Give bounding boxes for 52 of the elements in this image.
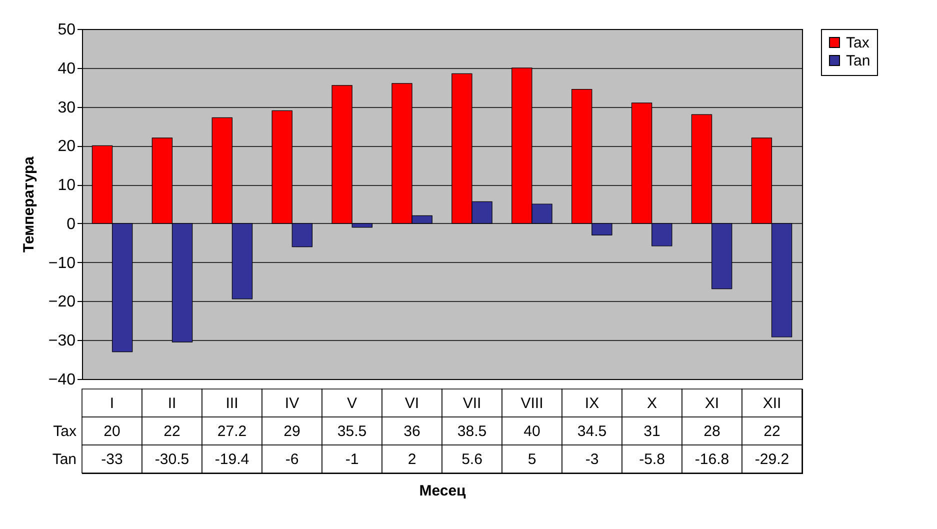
data-label: -3 [585, 451, 599, 468]
data-label: 2 [408, 451, 416, 468]
x-tick-label: II [168, 395, 176, 412]
text: Tan [52, 451, 76, 468]
data-label: -6 [285, 451, 299, 468]
text: Tax [53, 423, 76, 440]
data-label: 27.2 [217, 423, 247, 440]
x-tick-label: VI [404, 395, 420, 412]
data-label: 22 [764, 423, 780, 440]
y-tick-label: 40 [58, 60, 76, 78]
data-label: -33 [101, 451, 123, 468]
data-label: -19.4 [214, 451, 250, 468]
y-tick-label: 0 [66, 216, 76, 233]
y-tick-label: 50 [58, 22, 76, 38]
x-axis-title: Месец [419, 482, 467, 500]
data-label: -29.2 [754, 451, 790, 468]
data-label: -5.8 [639, 451, 665, 468]
data-label: -1 [345, 451, 359, 468]
data-label: 5 [528, 451, 536, 468]
x-tick-label: VIII [520, 395, 544, 412]
x-tick-label: IV [284, 395, 300, 412]
data-label: 31 [644, 423, 660, 440]
data-label: -16.8 [694, 451, 730, 468]
y-tick-label: −40 [48, 372, 76, 388]
data-label: 38.5 [457, 423, 487, 440]
x-tick-label: XI [704, 395, 720, 412]
data-label: 36 [404, 423, 420, 440]
data-label: -30.5 [154, 451, 190, 468]
data-label: 40 [524, 423, 540, 440]
data-label: 34.5 [577, 423, 607, 440]
x-tick-label: I [110, 395, 114, 412]
y-axis-title: Температура [20, 156, 38, 252]
x-tick-label: V [346, 395, 358, 412]
y-tick-label: 20 [58, 138, 76, 156]
data-label: 22 [164, 423, 180, 440]
data-label: 29 [284, 423, 300, 440]
x-tick-label: VII [462, 395, 482, 412]
data-label: 5.6 [462, 451, 482, 468]
x-tick-label: X [646, 395, 658, 412]
y-tick-label: 30 [58, 99, 76, 116]
legend-label: Tax [846, 34, 870, 52]
x-tick-label: III [226, 395, 238, 412]
y-tick-label: 10 [58, 177, 76, 194]
data-label: 35.5 [337, 423, 367, 440]
data-label: 20 [104, 423, 120, 440]
x-tick-label: XII [762, 395, 782, 412]
y-tick-label: −30 [48, 332, 76, 350]
legend-label: Tan [846, 52, 870, 70]
x-tick-label: IX [584, 395, 600, 412]
y-tick-label: −10 [48, 254, 76, 272]
y-tick-label: −20 [48, 294, 76, 311]
data-label: 28 [704, 423, 720, 440]
